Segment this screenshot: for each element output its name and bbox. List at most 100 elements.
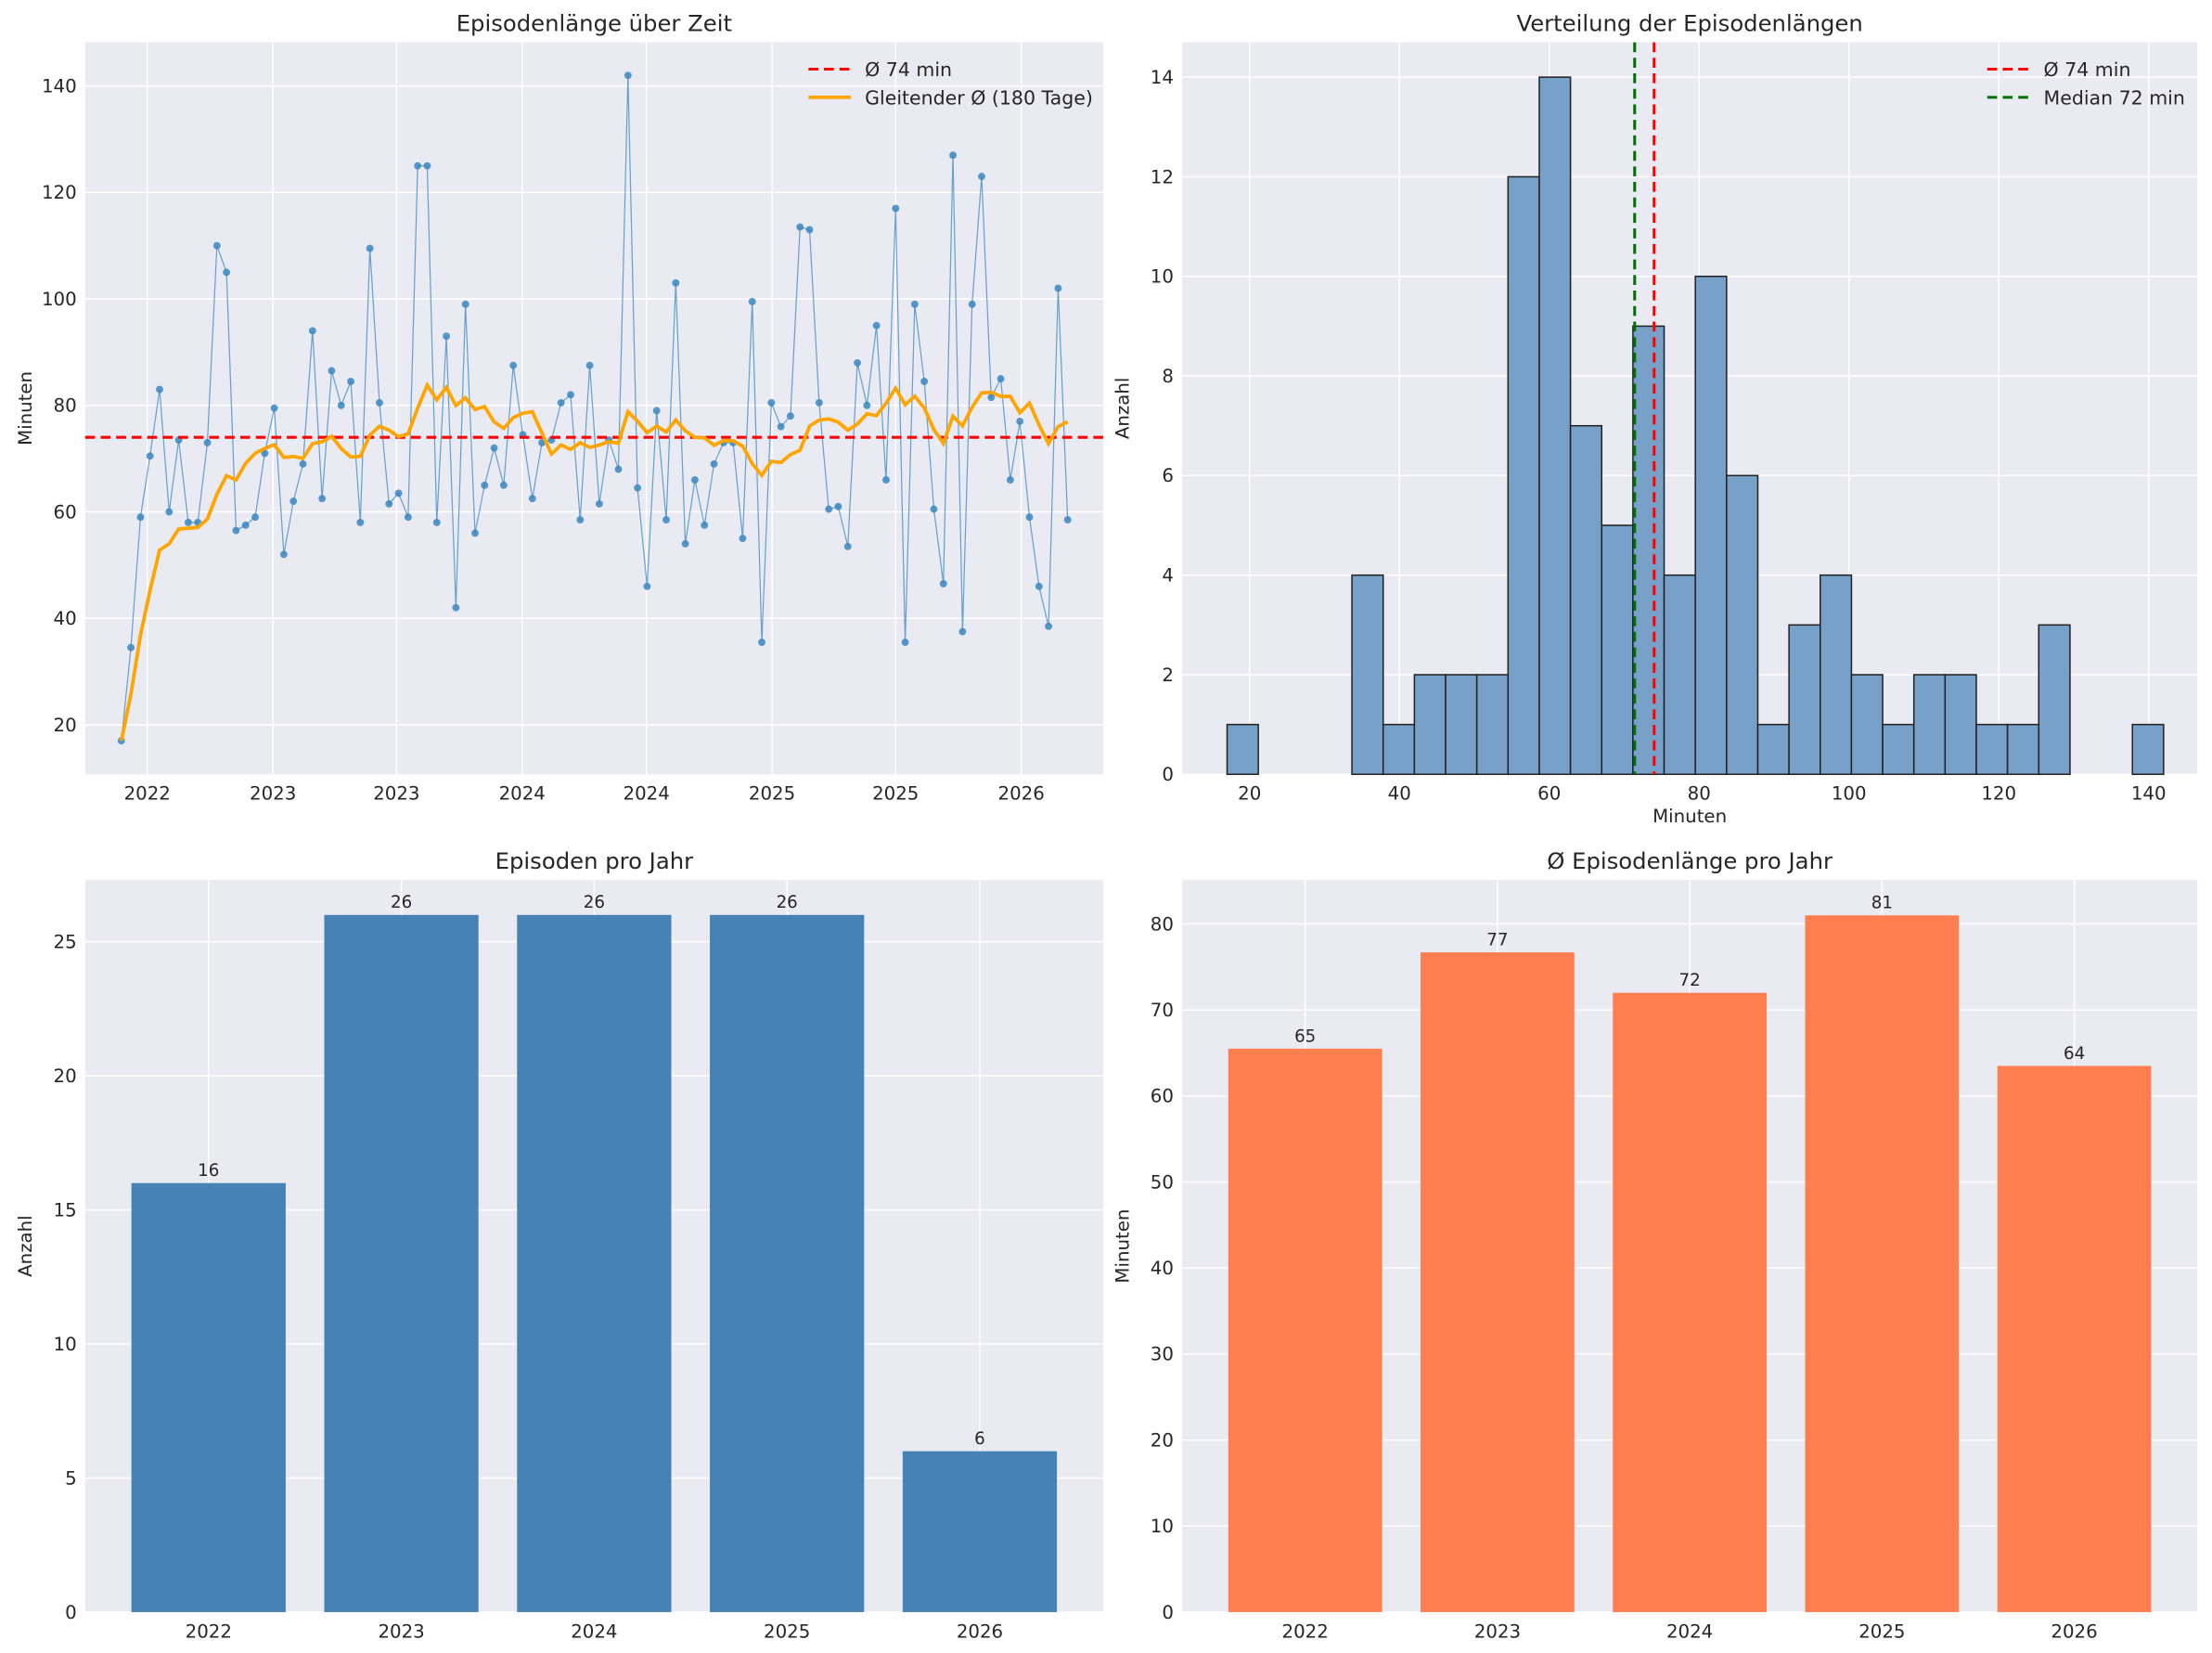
y-tick-label: 40 xyxy=(1151,1258,1174,1279)
chart-title: Ø Episodenlänge pro Jahr xyxy=(1547,847,1833,874)
histogram-bar xyxy=(1569,424,1603,776)
y-tick-label: 5 xyxy=(65,1467,77,1489)
histogram-bar xyxy=(1351,574,1384,776)
histogram-bar xyxy=(1507,175,1540,776)
episode-point xyxy=(461,300,469,308)
x-tick-label: 2022 xyxy=(1282,1621,1329,1642)
episode-line xyxy=(121,75,1069,742)
episode-point xyxy=(308,327,316,335)
episode-point xyxy=(681,539,689,548)
y-tick-label: 0 xyxy=(1162,1602,1174,1623)
y-tick-label: 70 xyxy=(1151,1000,1174,1021)
episode-point xyxy=(156,385,163,394)
episode-point xyxy=(739,535,747,543)
bar-value-label: 26 xyxy=(584,893,605,912)
episode-point xyxy=(949,151,958,160)
episode-point xyxy=(777,422,785,431)
episode-point xyxy=(375,398,383,407)
y-tick-label: 10 xyxy=(54,1334,77,1355)
episode-point xyxy=(892,204,900,213)
episode-point xyxy=(165,508,174,516)
histogram-bar xyxy=(2131,723,2165,776)
episode-point xyxy=(872,321,881,329)
episode-point xyxy=(471,529,479,537)
x-tick-label: 140 xyxy=(2131,783,2167,805)
x-tick-label: 2026 xyxy=(957,1621,1003,1642)
subplot-0: 20 40 60 80 100 120 140 2022 2023 2023 2024 2024 202… xyxy=(15,9,1103,805)
bar-2024 xyxy=(517,914,672,1612)
histogram-bar xyxy=(2038,624,2071,776)
histogram-bar xyxy=(1632,325,1665,776)
subplot-1: 0 2 4 6 8 10 12 14 20 40 60 80 100 120 140 Verteilung d… xyxy=(1112,9,2198,827)
x-tick-label: 100 xyxy=(1832,783,1867,805)
episode-point xyxy=(958,627,967,636)
histogram-bar xyxy=(1944,674,1977,776)
bar-value-label: 6 xyxy=(974,1429,985,1449)
y-tick-label: 10 xyxy=(1151,1516,1174,1537)
episode-point xyxy=(1025,513,1034,522)
bar-value-label: 16 xyxy=(198,1161,219,1181)
x-tick-label: 2024 xyxy=(624,783,670,805)
histogram-bar xyxy=(1601,524,1634,776)
plot-area xyxy=(84,42,1103,775)
bar-2023 xyxy=(324,914,479,1612)
histogram-bar xyxy=(1226,723,1259,776)
x-tick-label: 2023 xyxy=(250,783,296,805)
histogram-bar xyxy=(1975,723,2009,776)
episode-point xyxy=(432,519,441,526)
episode-point xyxy=(509,361,518,369)
x-tick-label: 2025 xyxy=(764,1621,810,1642)
episode-point xyxy=(767,398,776,407)
x-tick-label: 2025 xyxy=(1858,1621,1905,1642)
histogram-bar xyxy=(1382,723,1416,776)
bar-2026 xyxy=(902,1451,1058,1612)
episode-point xyxy=(223,268,231,277)
bar-value-label: 64 xyxy=(2064,1044,2085,1064)
bar-2025 xyxy=(1805,915,1960,1612)
rolling-mean-line xyxy=(119,381,1069,742)
y-tick-label: 40 xyxy=(54,608,77,629)
x-tick-label: 2024 xyxy=(499,783,546,805)
episode-point xyxy=(662,516,670,524)
x-tick-label: 80 xyxy=(1688,783,1711,805)
episode-point xyxy=(443,332,451,341)
histogram-bar xyxy=(1694,275,1728,776)
y-axis-label: Minuten xyxy=(1112,1209,1133,1284)
subplot-3: 0 10 20 30 40 50 60 70 80 2022 2023 2024 2025 2026 Ø E… xyxy=(1112,847,2198,1642)
episode-point xyxy=(930,505,938,513)
episode-point xyxy=(595,499,603,508)
episode-point xyxy=(901,639,909,646)
episode-point xyxy=(805,226,814,234)
episode-point xyxy=(748,297,756,305)
chart-title: Episodenlänge über Zeit xyxy=(457,9,732,36)
episode-point xyxy=(318,495,327,503)
histogram-bar xyxy=(1756,723,1790,776)
episode-point xyxy=(1054,284,1062,292)
x-tick-label: 2024 xyxy=(1666,1621,1713,1642)
bar-2022 xyxy=(131,1182,286,1612)
episode-point xyxy=(528,495,536,503)
episode-point xyxy=(261,449,269,458)
episode-point xyxy=(146,452,154,460)
episode-point xyxy=(863,401,871,409)
y-tick-label: 60 xyxy=(1151,1086,1174,1107)
y-axis-label: Minuten xyxy=(15,371,36,446)
y-tick-label: 120 xyxy=(42,182,77,203)
episode-point xyxy=(634,484,642,492)
episode-point xyxy=(1016,418,1024,425)
episode-point xyxy=(136,513,145,522)
episode-point xyxy=(910,300,919,308)
histogram-bar xyxy=(1445,674,1478,776)
episode-point xyxy=(212,241,221,250)
episode-point xyxy=(127,643,135,652)
bar-value-label: 26 xyxy=(391,893,412,912)
x-tick-label: 2022 xyxy=(124,783,171,805)
episode-point xyxy=(385,499,393,508)
episode-point xyxy=(968,300,976,308)
episode-point xyxy=(1035,582,1043,590)
x-tick-label: 60 xyxy=(1537,783,1561,805)
y-tick-label: 25 xyxy=(54,932,77,953)
y-axis-label: Anzahl xyxy=(15,1215,36,1277)
y-tick-label: 4 xyxy=(1162,565,1174,587)
histogram-bar xyxy=(1726,474,1759,776)
